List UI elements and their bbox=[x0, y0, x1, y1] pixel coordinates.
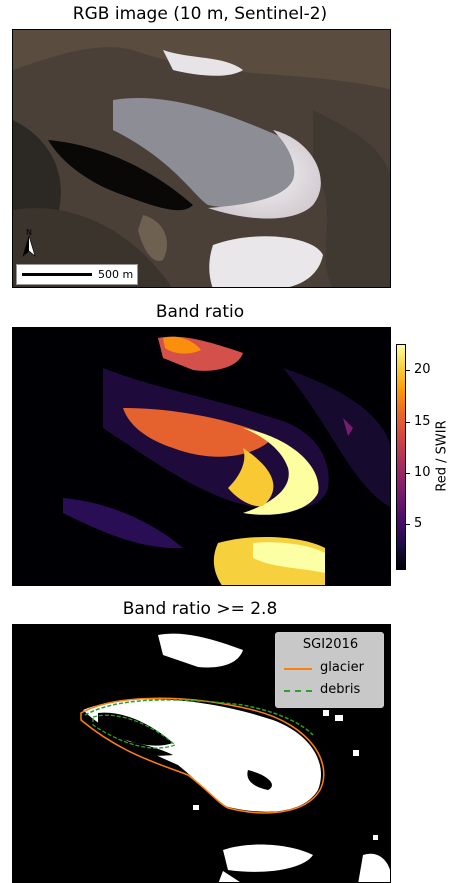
colorbar-tick-label: 15 bbox=[414, 414, 431, 429]
north-arrow-icon bbox=[22, 234, 36, 257]
north-arrow-label: N bbox=[26, 228, 32, 237]
rgb-panel-title: RGB image (10 m, Sentinel-2) bbox=[72, 4, 328, 24]
legend-item-debris: debris bbox=[284, 682, 384, 700]
band-ratio-panel-title: Band ratio bbox=[155, 302, 245, 322]
band-ratio-image bbox=[13, 328, 390, 585]
colorbar-tick-label: 20 bbox=[414, 362, 431, 377]
north-arrow: N bbox=[21, 228, 37, 258]
band-ratio-panel bbox=[12, 327, 391, 586]
legend-swatch-debris bbox=[284, 690, 312, 692]
legend-label-glacier: glacier bbox=[320, 660, 364, 675]
legend-item-glacier: glacier bbox=[284, 660, 384, 678]
threshold-mask-panel: SGI2016 glacier debris bbox=[12, 624, 391, 883]
rgb-satellite-image bbox=[13, 30, 390, 287]
legend-swatch-glacier bbox=[284, 668, 312, 670]
legend-label-debris: debris bbox=[320, 682, 361, 697]
legend-title: SGI2016 bbox=[302, 637, 359, 652]
colorbar-label: Red / SWIR bbox=[434, 420, 450, 492]
threshold-panel-title: Band ratio >= 2.8 bbox=[122, 599, 278, 619]
colorbar-tick-10 bbox=[406, 473, 410, 474]
legend: SGI2016 glacier debris bbox=[275, 632, 384, 708]
rgb-image-panel: N 500 m bbox=[12, 29, 391, 288]
colorbar-tick-5 bbox=[406, 524, 410, 525]
colorbar-tick-15 bbox=[406, 422, 410, 423]
scale-bar: 500 m bbox=[16, 264, 138, 285]
colorbar-tick-label: 5 bbox=[414, 516, 423, 531]
scale-bar-line bbox=[22, 273, 92, 276]
scale-bar-label: 500 m bbox=[98, 268, 134, 281]
colorbar-tick-label: 10 bbox=[414, 465, 431, 480]
colorbar-tick-20 bbox=[406, 370, 410, 371]
colorbar bbox=[396, 344, 406, 570]
